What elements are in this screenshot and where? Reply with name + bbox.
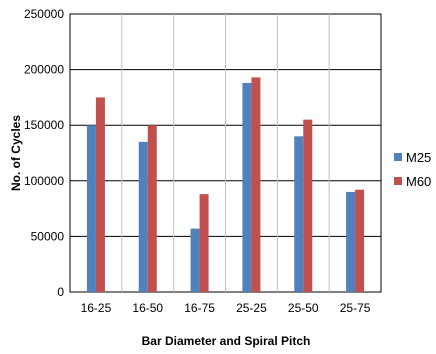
legend-swatch-m60 xyxy=(394,177,402,185)
y-tick-label: 50000 xyxy=(31,229,65,243)
bar-m60-16-75 xyxy=(199,194,209,292)
y-tick-label: 0 xyxy=(57,285,64,299)
y-tick-label: 100000 xyxy=(24,174,64,188)
y-tick-label: 200000 xyxy=(24,63,64,77)
legend-label-m25: M25 xyxy=(406,150,431,165)
x-tick-label: 16-25 xyxy=(81,301,112,315)
x-tick-label: 16-75 xyxy=(184,301,215,315)
bar-m60-16-50 xyxy=(147,125,157,292)
y-tick-labels: 0 50000 100000 150000 200000 250000 xyxy=(24,7,64,299)
x-tick-label: 25-75 xyxy=(340,301,371,315)
y-tick-label: 150000 xyxy=(24,118,64,132)
gridlines xyxy=(70,13,381,293)
bar-m25-16-25 xyxy=(86,125,96,292)
x-tick-label: 25-25 xyxy=(236,301,267,315)
bars-group xyxy=(86,77,365,293)
x-tick-label: 16-50 xyxy=(132,301,163,315)
legend: M25 M60 xyxy=(394,150,431,189)
y-tick-label: 250000 xyxy=(24,7,64,21)
legend-swatch-m25 xyxy=(394,153,402,161)
x-tick-labels: 16-25 16-50 16-75 25-25 25-50 25-75 xyxy=(81,301,371,315)
bar-m25-25-50 xyxy=(294,136,304,292)
x-tick-label: 25-50 xyxy=(288,301,319,315)
bar-m60-25-75 xyxy=(355,189,365,292)
y-axis-title: No. of Cycles xyxy=(9,115,23,191)
bar-m25-25-25 xyxy=(242,82,252,292)
bar-m60-25-25 xyxy=(251,77,261,292)
bar-m25-25-75 xyxy=(346,191,356,292)
bar-m60-16-25 xyxy=(95,97,105,293)
legend-label-m60: M60 xyxy=(406,174,431,189)
bar-m25-16-75 xyxy=(190,228,200,292)
bar-m25-16-50 xyxy=(138,141,148,292)
x-axis-title: Bar Diameter and Spiral Pitch xyxy=(142,334,311,348)
bar-m60-25-50 xyxy=(303,119,313,292)
